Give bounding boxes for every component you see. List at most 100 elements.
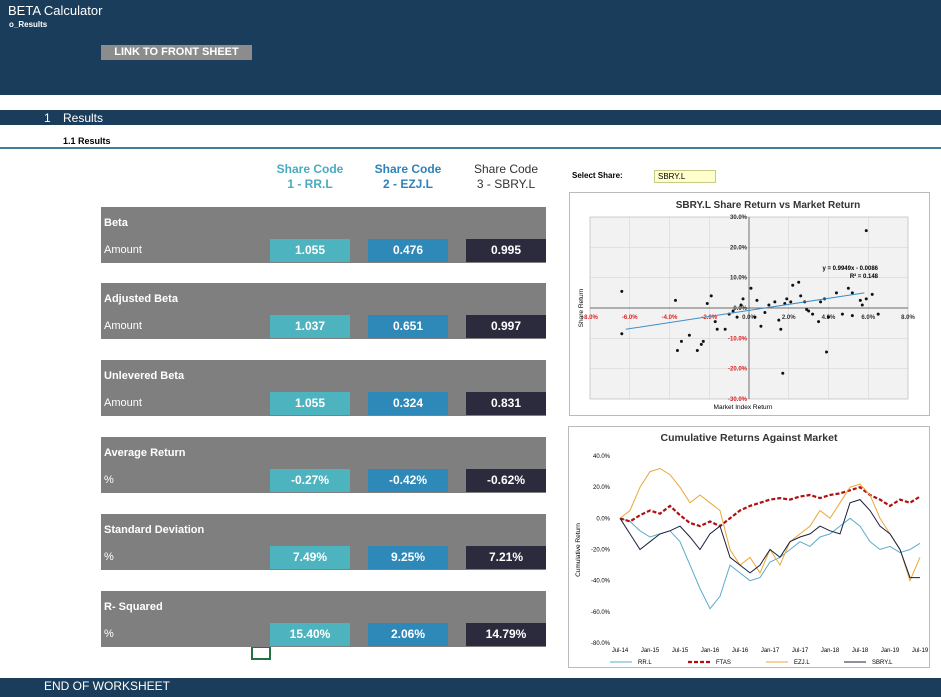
subsection-title: 1.1 Results (63, 136, 111, 146)
point (715, 327, 719, 331)
x-tick-label: Jan-15 (641, 648, 660, 654)
x-tick-label: -8.0% (582, 315, 598, 321)
column-header-line2: 3 - SBRY.L (476, 177, 536, 191)
y-tick-label: 20.0% (730, 245, 748, 251)
metric-value: 0.995 (466, 239, 546, 262)
link-button[interactable]: LINK TO FRONT SHEET (101, 45, 252, 60)
metric-value: 2.06% (368, 623, 448, 646)
point (773, 300, 777, 304)
point (673, 298, 677, 302)
column-header-line1: Share Code (276, 162, 344, 176)
metric-value: 15.40% (270, 623, 350, 646)
section-band (0, 110, 941, 125)
y-axis-label: Share Return (578, 288, 585, 327)
column-header-line1: Share Code (374, 162, 442, 176)
point (709, 294, 713, 298)
y-tick-label: -40.0% (591, 579, 611, 585)
point (753, 315, 757, 319)
point (864, 297, 868, 301)
point (695, 348, 699, 352)
point (675, 348, 679, 352)
x-tick-label: Jul-19 (912, 648, 929, 654)
y-tick-label: -20.0% (728, 367, 748, 373)
divider (0, 147, 941, 149)
point (834, 291, 838, 295)
chart-title: SBRY.L Share Return vs Market Return (676, 200, 861, 211)
point (705, 301, 709, 305)
annotation: y = 0.9949x - 0.0086 (822, 266, 878, 272)
point (779, 327, 783, 331)
metric-value: 9.25% (368, 546, 448, 569)
y-tick-label: 0.0% (733, 306, 747, 312)
point (876, 312, 880, 316)
point (840, 312, 844, 316)
x-tick-label: Jul-14 (612, 648, 629, 654)
point (827, 315, 830, 319)
point (679, 339, 683, 343)
point (797, 280, 801, 284)
metric-title: Standard Deviation (104, 524, 205, 536)
x-tick-label: Jul-18 (852, 648, 869, 654)
sheet-name: o_Results (9, 20, 48, 29)
x-tick-label: Jan-16 (701, 648, 720, 654)
x-tick-label: -2.0% (701, 315, 717, 321)
y-tick-label: -80.0% (591, 641, 611, 647)
point (723, 327, 727, 331)
point (755, 298, 759, 302)
point (819, 300, 823, 304)
x-tick-label: Jan-19 (881, 648, 900, 654)
point (850, 314, 854, 318)
legend-label: SBRY.L (872, 660, 893, 666)
x-axis-label: Market Index Return (714, 404, 773, 411)
metric-value: -0.27% (270, 469, 350, 492)
metric-value: 1.055 (270, 392, 350, 415)
point (781, 371, 785, 375)
metric-row-label: % (104, 551, 114, 563)
metric-value: 1.037 (270, 315, 350, 338)
y-tick-label: 0.0% (596, 516, 610, 522)
metric-title: Unlevered Beta (104, 370, 185, 382)
metric-row-label: Amount (104, 244, 142, 256)
metric-value: 1.055 (270, 239, 350, 262)
metric-title: Average Return (104, 447, 186, 459)
metric-value: -0.42% (368, 469, 448, 492)
metric-value: -0.62% (466, 469, 546, 492)
point (817, 320, 821, 324)
metric-row-label: % (104, 474, 114, 486)
point (799, 294, 803, 298)
select-input[interactable]: SBRY.L (654, 170, 716, 183)
point (699, 342, 703, 346)
y-tick-label: 20.0% (593, 485, 611, 491)
point (850, 291, 854, 295)
x-tick-label: 6.0% (861, 315, 875, 321)
y-tick-label: 40.0% (593, 454, 611, 460)
point (620, 289, 624, 293)
cell-selection (251, 646, 271, 660)
scatter-chart: SBRY.L Share Return vs Market Return -8.0… (578, 200, 915, 411)
point (805, 308, 809, 312)
metric-row-label: % (104, 628, 114, 640)
point (701, 339, 705, 343)
trendline (625, 292, 865, 330)
metric-value: 0.831 (466, 392, 546, 415)
point (811, 312, 815, 316)
x-tick-label: 8.0% (901, 315, 915, 321)
point (767, 303, 771, 307)
point (735, 315, 739, 319)
point (741, 297, 745, 301)
column-header-line1: Share Code (473, 162, 539, 176)
x-tick-label: -4.0% (662, 315, 678, 321)
metric-value: 0.997 (466, 315, 546, 338)
metric-title: Adjusted Beta (104, 293, 178, 305)
metric-row-label: Amount (104, 397, 142, 409)
metric-value: 14.79% (466, 623, 546, 646)
section-title: Results (63, 111, 104, 125)
point (620, 332, 624, 336)
x-tick-label: 2.0% (782, 315, 796, 321)
point (846, 286, 850, 290)
x-tick-label: Jul-15 (672, 648, 689, 654)
series-line (619, 499, 920, 579)
column-header-line2: 1 - RR.L (287, 177, 333, 191)
x-tick-label: -6.0% (622, 315, 638, 321)
